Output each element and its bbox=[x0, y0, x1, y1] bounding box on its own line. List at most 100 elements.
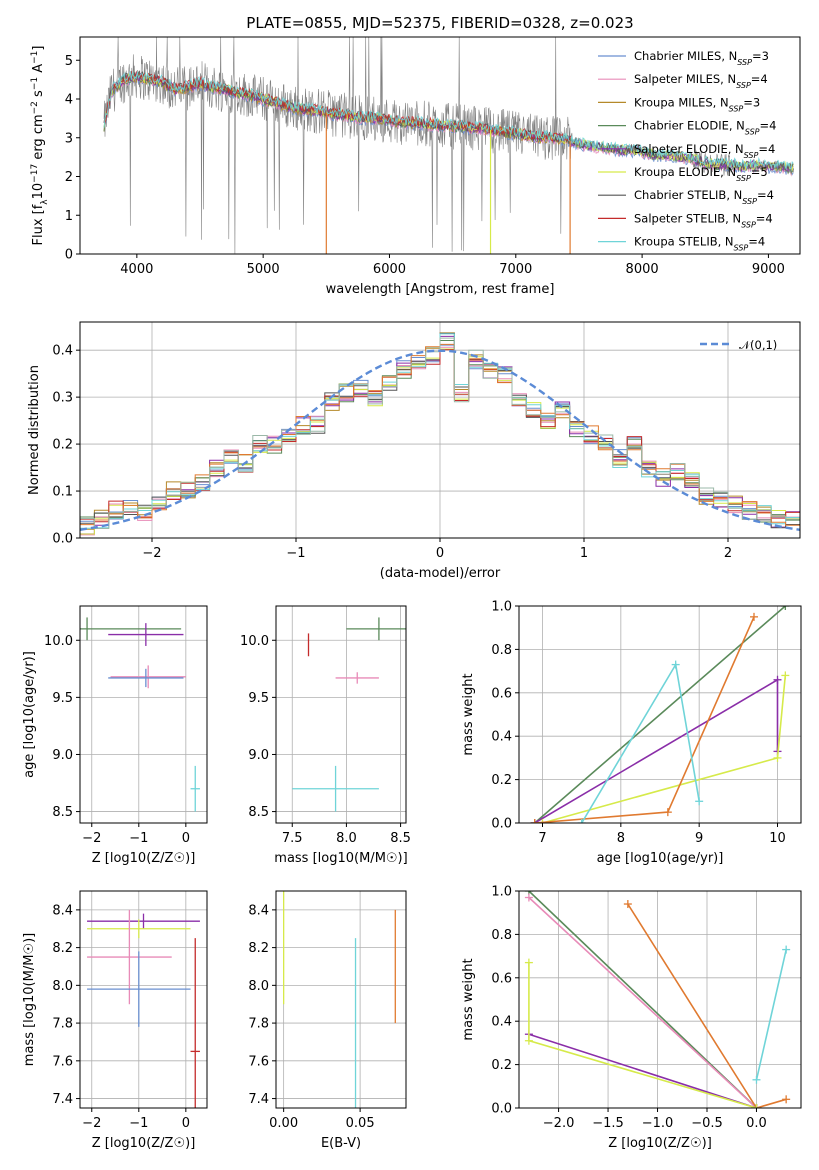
y-tick-label: 5 bbox=[65, 54, 73, 69]
y-label-part: s bbox=[31, 90, 46, 101]
x-tick-label: −2 bbox=[142, 546, 161, 561]
mass-weight-line-4 bbox=[581, 662, 700, 823]
mass-weight-line-1 bbox=[528, 896, 758, 1108]
y-tick-label: 8.5 bbox=[248, 805, 269, 820]
y-axis-label: Flux [fλ10−17 erg cm−2 s−1 A−1] bbox=[30, 46, 50, 246]
y-tick-label: 8.0 bbox=[52, 979, 73, 994]
x-tick-label: −2 bbox=[82, 1116, 101, 1131]
y-tick-label: 8.5 bbox=[52, 805, 73, 820]
x-tick-label: −0.5 bbox=[691, 1116, 723, 1131]
y-tick-label: 9.5 bbox=[52, 691, 73, 706]
x-tick-label: 7000 bbox=[499, 262, 532, 277]
x-tick-label: 1 bbox=[580, 546, 588, 561]
axes-spectrum: 4000 5000 6000 7000 8000 9000 0 1 2 3 4 5 wavelength… bbox=[30, 36, 801, 297]
mass-weight-line-3 bbox=[534, 616, 755, 823]
model-line-8 bbox=[103, 71, 794, 171]
y-tick-label: 4 bbox=[65, 93, 73, 108]
x-tick-label: −1.0 bbox=[642, 1116, 674, 1131]
y-tick-label: 8.4 bbox=[248, 903, 269, 918]
y-tick-label: 0.8 bbox=[491, 928, 512, 943]
x-axis-label: Z [log10(Z/Z☉)] bbox=[92, 1136, 196, 1151]
y-label-part: erg cm bbox=[31, 114, 46, 163]
y-tick-label: 1 bbox=[65, 209, 73, 224]
x-axis-label: age [log10(age/yr)] bbox=[597, 851, 724, 866]
y-axis-label: mass weight bbox=[461, 673, 476, 755]
x-tick-label: 7.5 bbox=[282, 831, 303, 846]
legend-label: Kroupa STELIB, NSSP=4 bbox=[634, 235, 765, 253]
x-tick-label: 8 bbox=[617, 831, 625, 846]
y-tick-label: 0.6 bbox=[491, 686, 512, 701]
y-axis-label: age [log10(age/yr)] bbox=[22, 651, 37, 778]
legend-label: Kroupa ELODIE, NSSP=5 bbox=[634, 165, 768, 183]
legend-label: Chabrier STELIB, NSSP=4 bbox=[634, 188, 774, 206]
x-tick-label: 8.0 bbox=[336, 831, 357, 846]
y-tick-label: 8.4 bbox=[52, 903, 73, 918]
x-tick-label: 4000 bbox=[120, 262, 153, 277]
y-tick-label: 0.8 bbox=[491, 643, 512, 658]
x-axis-label: Z [log10(Z/Z☉)] bbox=[92, 851, 196, 866]
legend-label: Salpeter MILES, NSSP=4 bbox=[634, 72, 768, 90]
y-label-part: Flux [f bbox=[31, 204, 46, 245]
axes-frame bbox=[275, 605, 407, 824]
x-tick-label: 5000 bbox=[247, 262, 280, 277]
figure-title: PLATE=0855, MJD=52375, FIBERID=0328, z=0… bbox=[246, 14, 633, 32]
x-tick-label: −2.0 bbox=[543, 1116, 575, 1131]
x-axis-label: mass [log10(M/M☉)] bbox=[274, 851, 407, 866]
axes-mass_vs_EBV: 0.00 0.05 7.4 7.6 7.8 8.0 8.2 8.4 E(B-V) bbox=[248, 890, 407, 1151]
y-tick-label: 8.0 bbox=[248, 979, 269, 994]
y-tick-label: 8.2 bbox=[248, 941, 269, 956]
y-tick-label: 9.0 bbox=[52, 748, 73, 763]
y-label-part: λ bbox=[40, 199, 50, 205]
x-tick-label: −1 bbox=[129, 1116, 148, 1131]
x-tick-label: −1 bbox=[286, 546, 305, 561]
axes-mass_vs_Z: −2 −1 0 7.4 7.6 7.8 8.0 8.2 8.4 Z [log10(Z/Z☉)] ma… bbox=[22, 890, 208, 1151]
gaussian-curve bbox=[80, 349, 800, 531]
axes-frame bbox=[79, 605, 208, 824]
y-tick-label: 0.3 bbox=[52, 391, 73, 406]
y-tick-label: 0 bbox=[65, 248, 73, 263]
x-axis-label: wavelength [Angstrom, rest frame] bbox=[326, 282, 555, 297]
x-axis-label: (data-model)/error bbox=[380, 566, 501, 581]
y-tick-label: 0.0 bbox=[491, 1102, 512, 1117]
legend-label: Salpeter ELODIE, NSSP=4 bbox=[634, 142, 775, 160]
x-tick-label: 9000 bbox=[752, 262, 785, 277]
y-tick-label: 1.0 bbox=[491, 885, 512, 900]
axes-massweight_vs_Z: −2.0 −1.5 −1.0 −0.5 0.0 0.0 0.2 0.4 0.6 0.8 1.0 Z [… bbox=[461, 885, 802, 1151]
y-tick-label: 0.0 bbox=[491, 817, 512, 832]
y-tick-label: 7.4 bbox=[248, 1092, 269, 1107]
legend-label: Chabrier ELODIE, NSSP=4 bbox=[634, 119, 776, 137]
legend-label: 𝒩(0,1) bbox=[739, 338, 777, 352]
legend-label: Kroupa MILES, NSSP=3 bbox=[634, 95, 760, 113]
y-tick-label: 0.2 bbox=[52, 438, 73, 453]
x-tick-label: 10 bbox=[769, 831, 786, 846]
y-tick-label: 1.0 bbox=[491, 600, 512, 615]
axes-massweight_vs_age: 7 8 9 10 0.0 0.2 0.4 0.6 0.8 1.0 age [log10(age/yr… bbox=[461, 600, 802, 866]
x-tick-label: −2 bbox=[82, 831, 101, 846]
y-tick-label: 7.6 bbox=[52, 1054, 73, 1069]
y-tick-label: 9.0 bbox=[248, 748, 269, 763]
x-tick-label: 0 bbox=[436, 546, 444, 561]
histogram-line-10 bbox=[80, 337, 800, 529]
x-tick-label: 7 bbox=[538, 831, 546, 846]
plot-area bbox=[276, 606, 406, 823]
y-tick-label: 2 bbox=[65, 170, 73, 185]
plot-area bbox=[519, 891, 801, 1108]
x-tick-label: 0.0 bbox=[746, 1116, 767, 1131]
x-tick-label: 0 bbox=[182, 1116, 190, 1131]
y-label-part: ] bbox=[31, 46, 46, 51]
x-tick-label: 8000 bbox=[626, 262, 659, 277]
y-tick-label: 0.1 bbox=[52, 485, 73, 500]
y-tick-label: 0.2 bbox=[491, 773, 512, 788]
axes-frame bbox=[518, 605, 802, 824]
plot-area bbox=[80, 606, 207, 823]
plot-area bbox=[519, 606, 801, 823]
axes-residuals: −2 −1 0 1 2 0.0 0.1 0.2 0.3 0.4 (data-model)/error… bbox=[27, 321, 801, 581]
legend-label: Salpeter STELIB, NSSP=4 bbox=[634, 211, 773, 229]
y-label-part: −1 bbox=[30, 51, 40, 64]
y-tick-label: 0.4 bbox=[491, 730, 512, 745]
y-tick-label: 7.4 bbox=[52, 1092, 73, 1107]
y-tick-label: 0.4 bbox=[491, 1015, 512, 1030]
mass-weight-line-3 bbox=[528, 1033, 757, 1108]
plot-area bbox=[276, 891, 406, 1108]
